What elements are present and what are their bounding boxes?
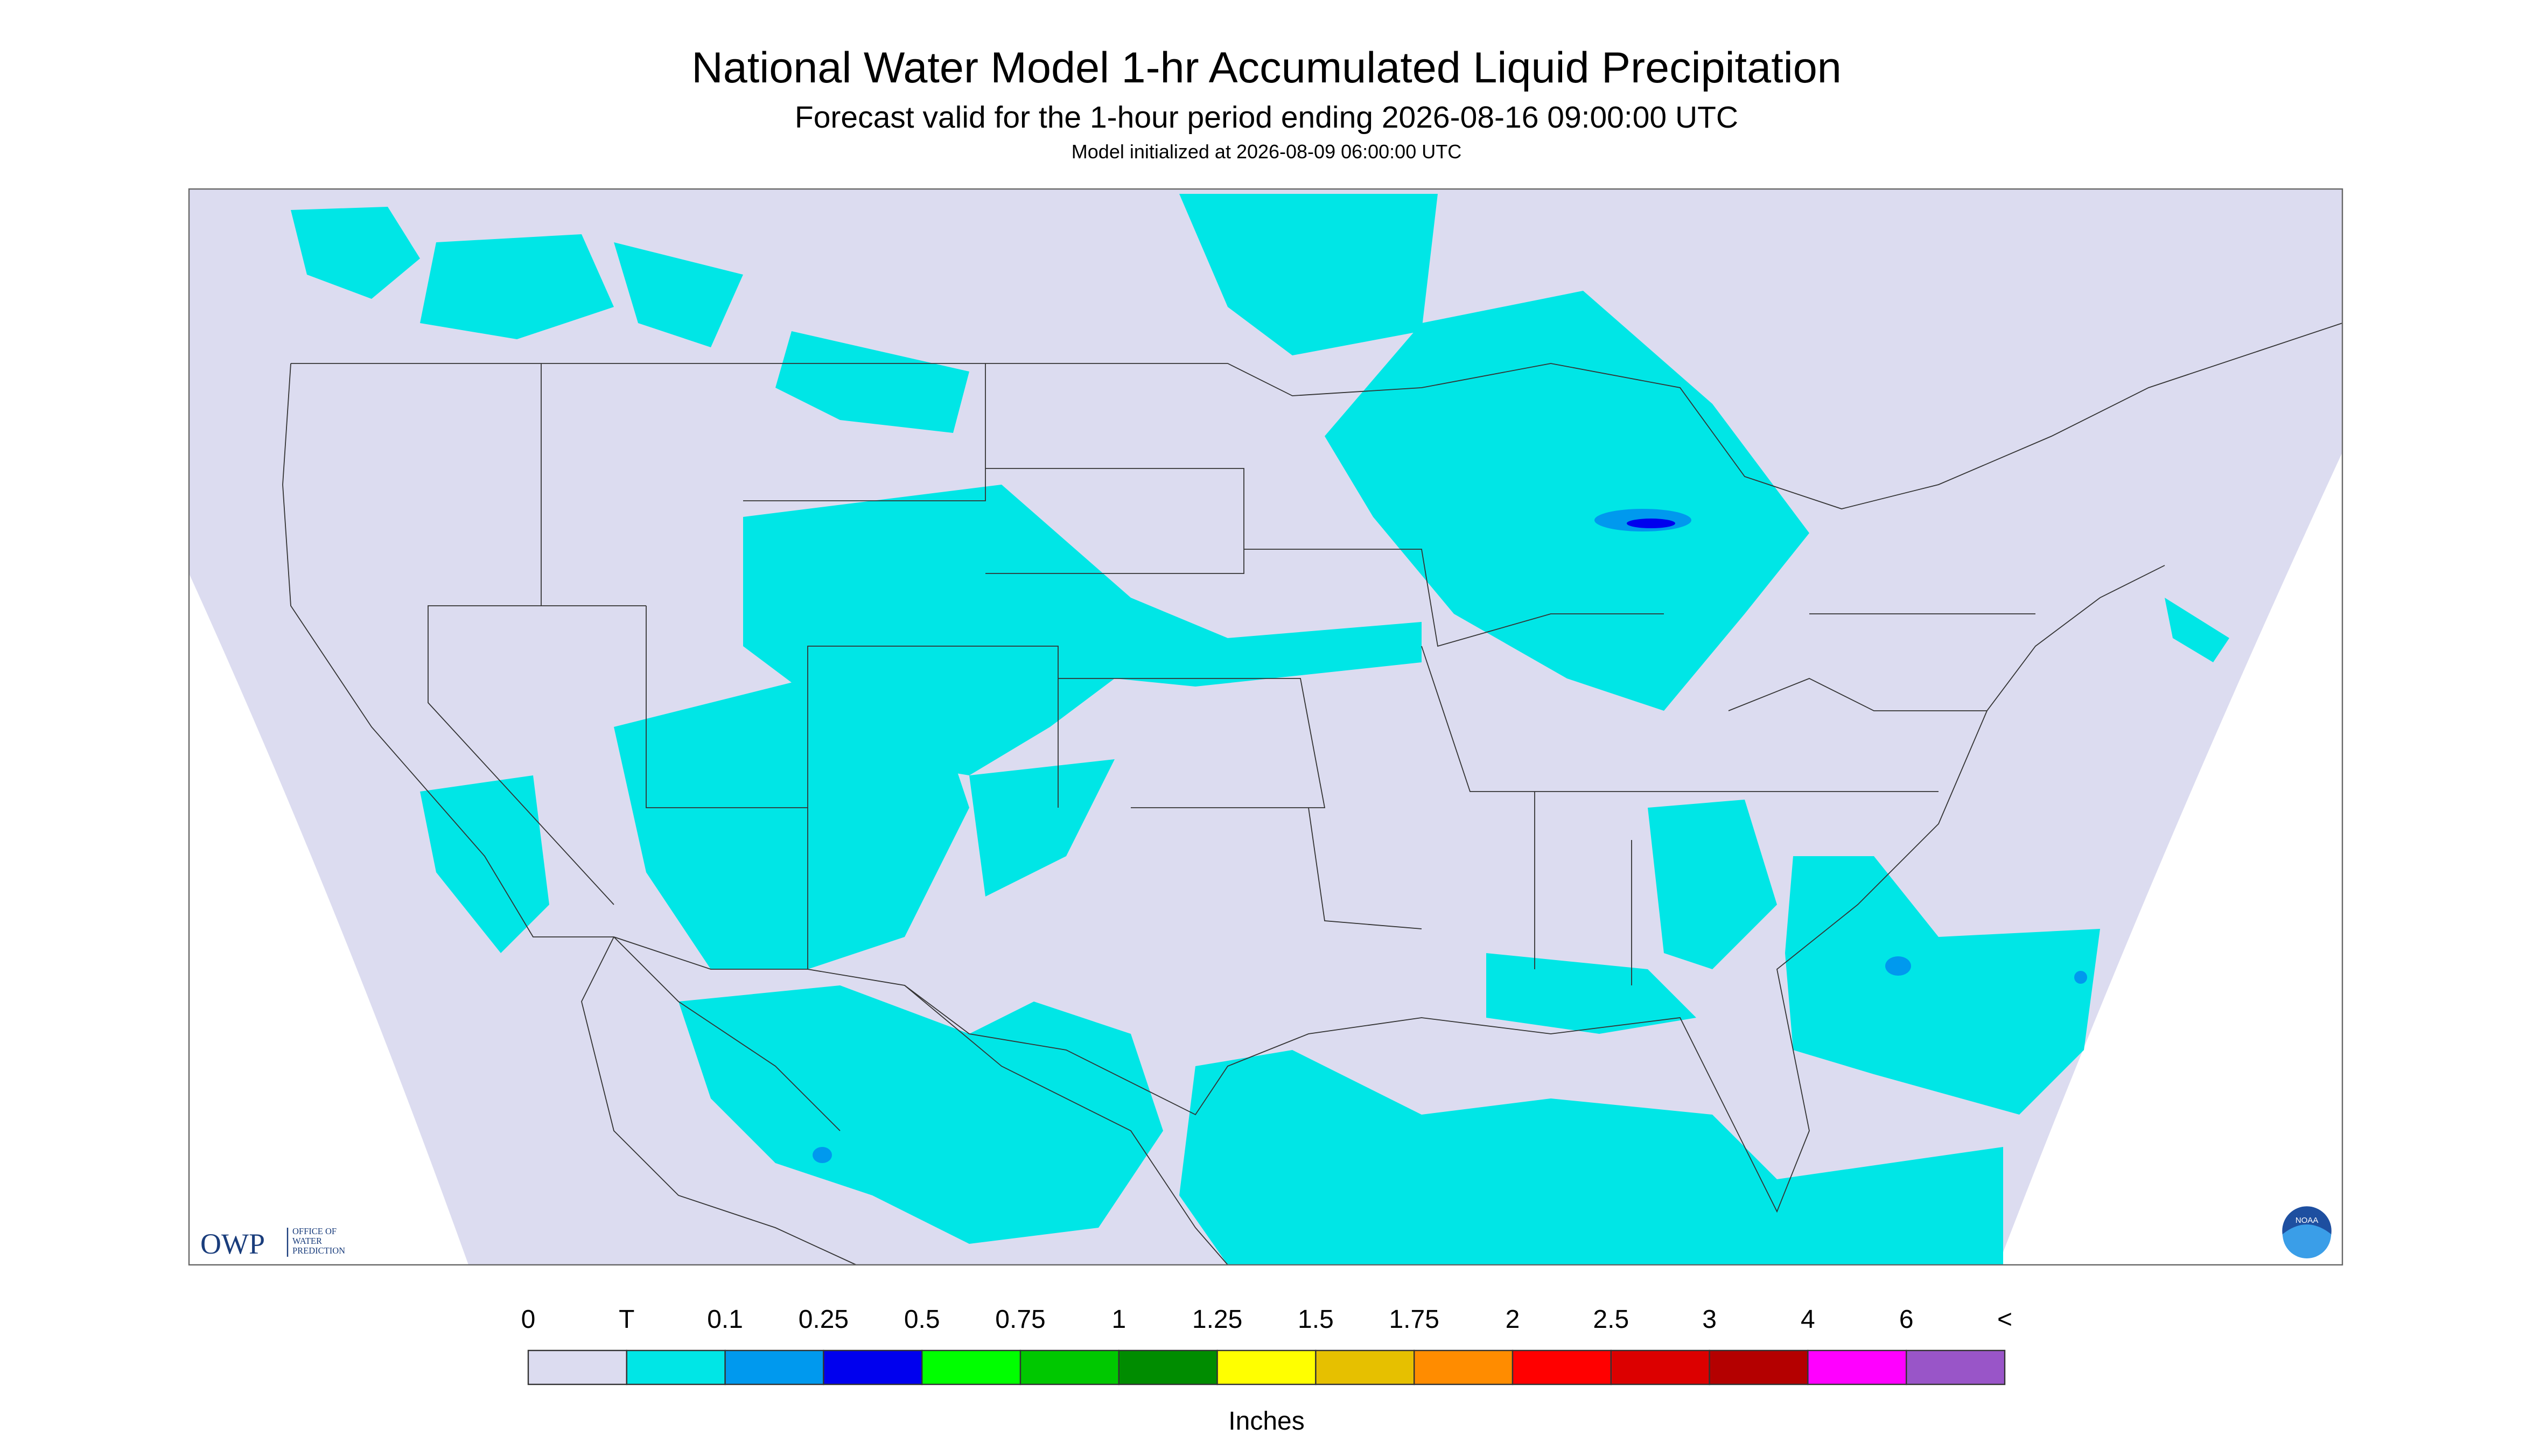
legend-label: 0.1 [707,1305,743,1334]
legend-label: 0 [521,1305,536,1334]
subtitle: Forecast valid for the 1-hour period end… [795,100,1738,135]
legend-label: 2.5 [1593,1305,1629,1334]
legend-swatch [626,1349,726,1385]
legend-label: 0.75 [995,1305,1045,1334]
legend-swatch [1807,1349,1907,1385]
legend-label: 1.5 [1298,1305,1334,1334]
legend-swatch [921,1349,1021,1385]
legend-label: 1.25 [1192,1305,1242,1334]
legend-swatch [1414,1349,1514,1385]
legend-swatch [1118,1349,1218,1385]
legend-units: Inches [1228,1407,1304,1436]
legend-swatch [527,1349,628,1385]
color-legend: 0 T 0.1 0.25 0.5 0.75 1 1.25 1.5 1.75 2 2.5 3 4 6 < [521,1305,2012,1385]
legend-swatch [823,1349,923,1385]
title: National Water Model 1-hr Accumulated Li… [691,44,1842,92]
legend-label: 0.25 [799,1305,849,1334]
legend-label: 3 [1702,1305,1717,1334]
projection-edge [189,573,468,1265]
legend-swatch [724,1349,824,1385]
boundaries [282,323,2343,1265]
legend-label: 0.5 [904,1305,940,1334]
precip-areas [291,194,2229,1265]
legend-label: 2 [1506,1305,1520,1334]
owp-text: WATER [292,1236,322,1246]
legend-label: T [619,1305,634,1334]
legend-swatch [1905,1349,2006,1385]
noaa-wave [2283,1224,2331,1259]
legend-swatch [1512,1349,1612,1385]
map-frame [188,188,2343,1266]
owp-logo: OWP OFFICE OF WATER PREDICTION [200,1226,345,1260]
init-note: Model initialized at 2026-08-09 06:00:00… [1072,141,1461,163]
projection-edge [1998,452,2342,1265]
legend-label: 4 [1801,1305,1815,1334]
owp-mark: OWP [200,1228,265,1260]
precip-core [813,1147,832,1164]
legend-label: 1 [1111,1305,1126,1334]
noaa-text: NOAA [2296,1216,2319,1225]
legend-swatch [1610,1349,1710,1385]
legend-label: 6 [1899,1305,1914,1334]
legend-swatch [1216,1349,1317,1385]
map: OWP OFFICE OF WATER PREDICTION NOAA [188,188,2343,1266]
legend-label: 1.75 [1389,1305,1439,1334]
noaa-logo: NOAA [2279,1203,2334,1259]
owp-text: OFFICE OF [292,1226,337,1236]
legend-label: < [1997,1305,2012,1334]
precip-core [1885,956,1911,976]
precip-core [2074,971,2087,984]
legend-swatch [1019,1349,1120,1385]
legend-swatch [1315,1349,1415,1385]
owp-text: PREDICTION [292,1245,345,1256]
precip-core [1627,519,1675,529]
legend-swatch [1709,1349,1809,1385]
